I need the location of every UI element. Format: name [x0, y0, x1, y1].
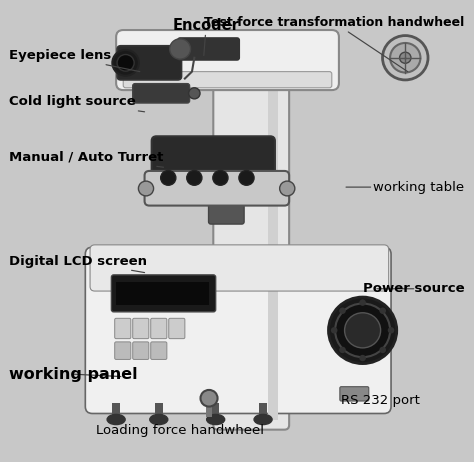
FancyBboxPatch shape [209, 196, 244, 224]
Circle shape [213, 170, 228, 185]
FancyBboxPatch shape [178, 38, 239, 60]
FancyBboxPatch shape [115, 342, 131, 359]
Ellipse shape [254, 414, 272, 425]
FancyBboxPatch shape [116, 30, 339, 90]
Circle shape [359, 299, 366, 306]
Circle shape [345, 313, 381, 348]
Text: Power source: Power source [363, 282, 465, 295]
Bar [212, 403, 219, 417]
FancyBboxPatch shape [151, 318, 167, 339]
Text: VICKER HARDNESS TESTER: VICKER HARDNESS TESTER [121, 296, 188, 300]
Circle shape [388, 327, 394, 334]
Bar [116, 282, 209, 305]
Circle shape [112, 50, 139, 76]
FancyBboxPatch shape [123, 72, 332, 88]
FancyBboxPatch shape [90, 245, 389, 291]
Circle shape [400, 52, 411, 63]
Circle shape [335, 304, 390, 357]
Text: RS 232 port: RS 232 port [341, 394, 420, 407]
FancyBboxPatch shape [151, 342, 167, 359]
FancyBboxPatch shape [111, 275, 216, 312]
Circle shape [117, 55, 134, 71]
Circle shape [359, 355, 366, 361]
Text: Cold light source: Cold light source [9, 95, 145, 112]
Circle shape [339, 308, 346, 314]
Text: Digital LCD screen: Digital LCD screen [9, 255, 147, 273]
Circle shape [379, 346, 386, 353]
Circle shape [161, 170, 176, 185]
FancyBboxPatch shape [133, 318, 149, 339]
Text: Eyepiece lens: Eyepiece lens [9, 49, 140, 72]
Circle shape [170, 39, 191, 59]
Circle shape [379, 308, 386, 314]
Circle shape [328, 297, 397, 364]
Circle shape [390, 43, 420, 73]
Bar [206, 398, 212, 417]
FancyBboxPatch shape [340, 387, 369, 401]
Circle shape [280, 181, 295, 196]
Bar [259, 403, 267, 417]
Circle shape [189, 88, 200, 99]
Text: Manual / Auto Turret: Manual / Auto Turret [9, 151, 164, 167]
Circle shape [201, 390, 218, 407]
Circle shape [339, 346, 346, 353]
FancyBboxPatch shape [152, 136, 275, 176]
Circle shape [239, 170, 254, 185]
FancyBboxPatch shape [133, 84, 190, 103]
FancyBboxPatch shape [133, 342, 149, 359]
Text: Test force transformation handwheel: Test force transformation handwheel [204, 16, 465, 72]
Circle shape [331, 327, 337, 334]
Circle shape [138, 181, 154, 196]
Ellipse shape [107, 414, 125, 425]
FancyBboxPatch shape [213, 32, 289, 430]
FancyBboxPatch shape [145, 171, 289, 206]
Circle shape [383, 36, 428, 80]
FancyBboxPatch shape [85, 247, 391, 413]
Ellipse shape [150, 414, 168, 425]
Circle shape [187, 170, 202, 185]
Text: working table: working table [346, 181, 465, 194]
Bar [155, 403, 163, 417]
Ellipse shape [207, 414, 225, 425]
Bar [268, 42, 278, 420]
FancyBboxPatch shape [117, 46, 182, 80]
FancyBboxPatch shape [169, 318, 185, 339]
Text: Encoder: Encoder [173, 18, 240, 55]
Text: working panel: working panel [9, 367, 138, 382]
FancyBboxPatch shape [115, 318, 131, 339]
Bar [112, 403, 120, 417]
Text: Loading force handwheel: Loading force handwheel [96, 424, 264, 437]
